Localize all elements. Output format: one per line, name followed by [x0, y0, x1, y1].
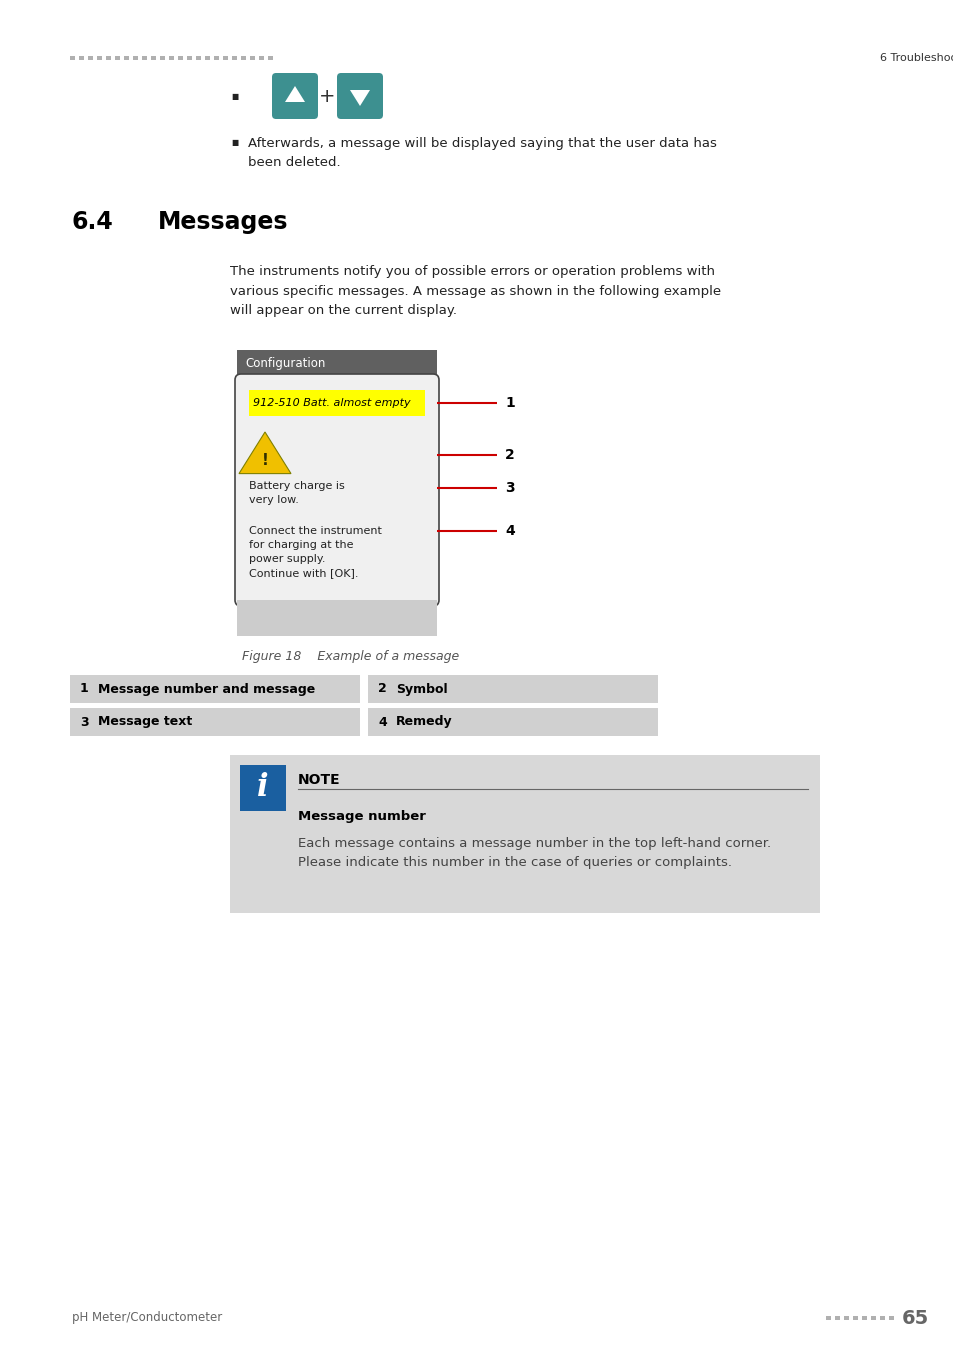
- Text: Connect the instrument
for charging at the
power supply.
Continue with [OK].: Connect the instrument for charging at t…: [249, 526, 381, 578]
- Bar: [249, 390, 424, 416]
- Bar: [268, 55, 273, 59]
- Bar: [843, 1316, 848, 1320]
- Text: Messages: Messages: [158, 211, 288, 234]
- Bar: [151, 55, 156, 59]
- Text: Message number: Message number: [297, 810, 425, 824]
- Text: 1: 1: [80, 683, 89, 695]
- Bar: [258, 55, 264, 59]
- Bar: [368, 675, 658, 703]
- Bar: [142, 55, 147, 59]
- Text: 912-510 Batt. almost empty: 912-510 Batt. almost empty: [253, 398, 410, 408]
- Bar: [862, 1316, 866, 1320]
- Bar: [169, 55, 173, 59]
- Bar: [115, 55, 120, 59]
- Bar: [124, 55, 129, 59]
- Bar: [160, 55, 165, 59]
- Text: ■: ■: [232, 92, 238, 100]
- Text: 4: 4: [504, 524, 515, 539]
- FancyBboxPatch shape: [234, 374, 438, 606]
- Text: NOTE: NOTE: [297, 774, 340, 787]
- Bar: [106, 55, 111, 59]
- FancyBboxPatch shape: [272, 73, 317, 119]
- Polygon shape: [350, 90, 370, 107]
- Bar: [368, 707, 658, 736]
- Bar: [79, 55, 84, 59]
- Bar: [236, 377, 436, 636]
- Polygon shape: [239, 432, 291, 474]
- Bar: [870, 1316, 875, 1320]
- Bar: [195, 55, 201, 59]
- Text: 3: 3: [504, 481, 514, 495]
- Text: Each message contains a message number in the top left-hand corner.
Please indic: Each message contains a message number i…: [297, 837, 770, 869]
- Bar: [240, 765, 286, 811]
- Bar: [70, 707, 359, 736]
- Text: 6.4: 6.4: [71, 211, 113, 234]
- Bar: [852, 1316, 857, 1320]
- Bar: [223, 55, 228, 59]
- Bar: [825, 1316, 830, 1320]
- Text: 6 Troubleshooting: 6 Troubleshooting: [879, 53, 953, 63]
- Text: Message text: Message text: [98, 716, 193, 729]
- Text: Remedy: Remedy: [395, 716, 452, 729]
- Bar: [187, 55, 192, 59]
- Text: 65: 65: [901, 1308, 928, 1327]
- Text: Figure 18    Example of a message: Figure 18 Example of a message: [242, 649, 458, 663]
- Bar: [70, 675, 359, 703]
- Bar: [88, 55, 92, 59]
- FancyBboxPatch shape: [336, 73, 382, 119]
- Bar: [834, 1316, 840, 1320]
- Text: !: !: [261, 454, 268, 468]
- Bar: [236, 599, 436, 636]
- Bar: [879, 1316, 884, 1320]
- Text: Message number and message: Message number and message: [98, 683, 314, 695]
- Bar: [97, 55, 102, 59]
- Bar: [250, 55, 254, 59]
- Text: i: i: [257, 772, 269, 803]
- Bar: [232, 55, 236, 59]
- Bar: [230, 755, 820, 913]
- Text: 3: 3: [80, 716, 89, 729]
- Bar: [178, 55, 183, 59]
- Text: 2: 2: [377, 683, 386, 695]
- Text: 1: 1: [504, 396, 515, 410]
- Text: Configuration: Configuration: [245, 356, 325, 370]
- Text: 4: 4: [377, 716, 386, 729]
- Bar: [205, 55, 210, 59]
- Text: Battery charge is
very low.: Battery charge is very low.: [249, 481, 344, 505]
- Text: 2: 2: [504, 448, 515, 463]
- Bar: [236, 350, 436, 377]
- Text: pH Meter/Conductometer: pH Meter/Conductometer: [71, 1311, 222, 1324]
- Bar: [213, 55, 219, 59]
- Polygon shape: [285, 86, 305, 103]
- Bar: [888, 1316, 893, 1320]
- Text: Symbol: Symbol: [395, 683, 447, 695]
- Text: ■: ■: [232, 138, 238, 147]
- Text: +: +: [318, 86, 335, 105]
- Bar: [70, 55, 75, 59]
- Text: Afterwards, a message will be displayed saying that the user data has
been delet: Afterwards, a message will be displayed …: [248, 136, 716, 169]
- Text: The instruments notify you of possible errors or operation problems with
various: The instruments notify you of possible e…: [230, 265, 720, 317]
- Bar: [132, 55, 138, 59]
- Bar: [241, 55, 246, 59]
